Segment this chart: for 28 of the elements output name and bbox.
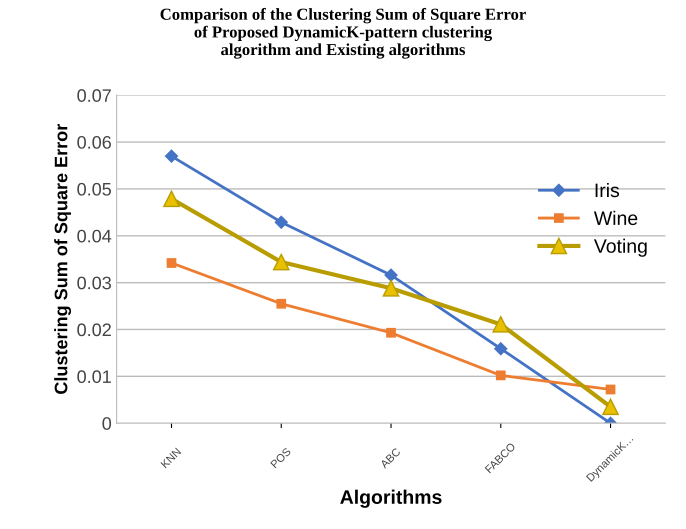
x-axis-title: Algorithms [340, 490, 442, 508]
point [494, 342, 508, 356]
point [496, 370, 506, 380]
point [166, 258, 176, 268]
y-tick-label: 0.06 [77, 136, 111, 149]
y-tick-label: 0.05 [77, 182, 112, 196]
point [382, 280, 400, 297]
point [602, 398, 619, 416]
point [384, 268, 398, 282]
point [164, 150, 178, 163]
legend-label: Wine [594, 210, 638, 226]
y-tick-label: 0.01 [77, 370, 111, 384]
y-tick-label: 0.07 [77, 89, 111, 102]
point [274, 216, 288, 229]
point [276, 298, 286, 309]
legend-label: Iris [596, 182, 620, 198]
chart-title: Comparison of the Clustering Sum of Square Error of Proposed DynamicK-pattern clustering algorithm and Existing algorithms [160, 8, 526, 59]
point [272, 254, 290, 270]
y-tick-label: 0 [102, 417, 112, 430]
y-tick-label: 0.02 [77, 323, 111, 336]
point [386, 328, 396, 338]
legend-label: Voting [594, 238, 647, 257]
y-tick-label: 0.03 [77, 276, 111, 290]
y-axis-title: Clustering Sum of Square Error [54, 124, 72, 394]
y-tick-label: 0.04 [77, 230, 112, 243]
point [606, 384, 616, 394]
point [163, 190, 180, 208]
point [492, 316, 510, 333]
